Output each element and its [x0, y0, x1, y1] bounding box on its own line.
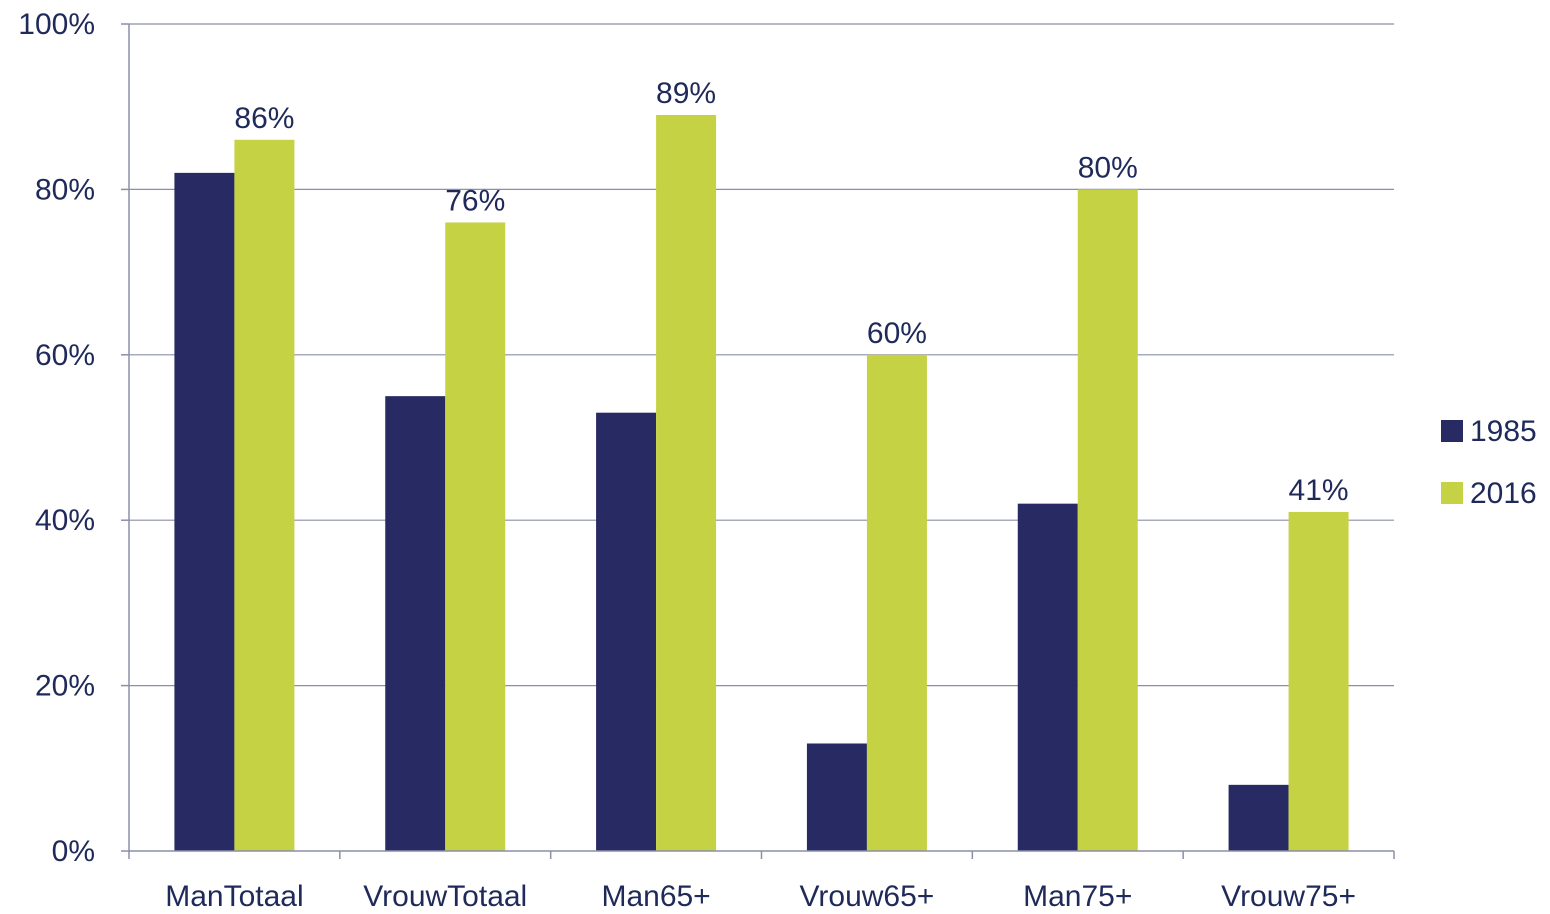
legend-swatch-2016 — [1441, 482, 1463, 504]
bar-2016-Vrouw75+ — [1288, 511, 1349, 851]
bar-1985-ManTotaal — [174, 172, 235, 852]
x-category-label: Vrouw75+ — [1221, 880, 1356, 913]
bar-1985-Vrouw75+ — [1228, 784, 1289, 851]
data-label: 41% — [1289, 474, 1349, 507]
legend-label-2016: 2016 — [1470, 477, 1537, 510]
bar-1985-Man65+ — [596, 412, 657, 851]
bar-2016-ManTotaal — [234, 139, 295, 851]
data-label: 89% — [656, 77, 716, 110]
x-category-label: VrouwTotaal — [363, 880, 527, 913]
data-label: 86% — [234, 102, 294, 135]
bar-1985-Man75+ — [1017, 503, 1078, 851]
data-label: 60% — [867, 317, 927, 350]
legend: 1985 2016 — [1441, 415, 1537, 510]
bar-1985-VrouwTotaal — [385, 396, 446, 851]
y-tick-label: 20% — [35, 670, 95, 703]
y-axis-ticks: 0% 20% 40% 60% 80% 100% — [18, 8, 129, 868]
x-category-label: Man65+ — [601, 880, 710, 913]
x-axis-categories: ManTotaal VrouwTotaal Man65+ Vrouw65+ Man75+… — [165, 880, 1356, 913]
y-tick-label: 0% — [52, 835, 95, 868]
y-tick-label: 100% — [18, 8, 95, 41]
bar-2016-VrouwTotaal — [445, 222, 506, 852]
data-label: 80% — [1078, 151, 1138, 184]
y-tick-label: 60% — [35, 339, 95, 372]
data-label: 76% — [445, 184, 505, 217]
legend-label-1985: 1985 — [1470, 415, 1537, 448]
x-category-label: Vrouw65+ — [800, 880, 935, 913]
bar-2016-Man65+ — [656, 114, 717, 852]
bars — [174, 114, 1349, 852]
x-category-label: ManTotaal — [165, 880, 303, 913]
data-labels: 86% 76% 89% 60% 80% 41% — [234, 77, 1348, 507]
y-tick-label: 40% — [35, 504, 95, 537]
bar-1985-Vrouw65+ — [806, 743, 867, 851]
x-category-label: Man75+ — [1023, 880, 1132, 913]
y-tick-label: 80% — [35, 173, 95, 206]
gridlines — [129, 23, 1394, 687]
bar-2016-Vrouw65+ — [866, 354, 927, 851]
legend-swatch-1985 — [1441, 420, 1463, 442]
bar-2016-Man75+ — [1077, 189, 1138, 851]
axes — [128, 24, 1395, 859]
